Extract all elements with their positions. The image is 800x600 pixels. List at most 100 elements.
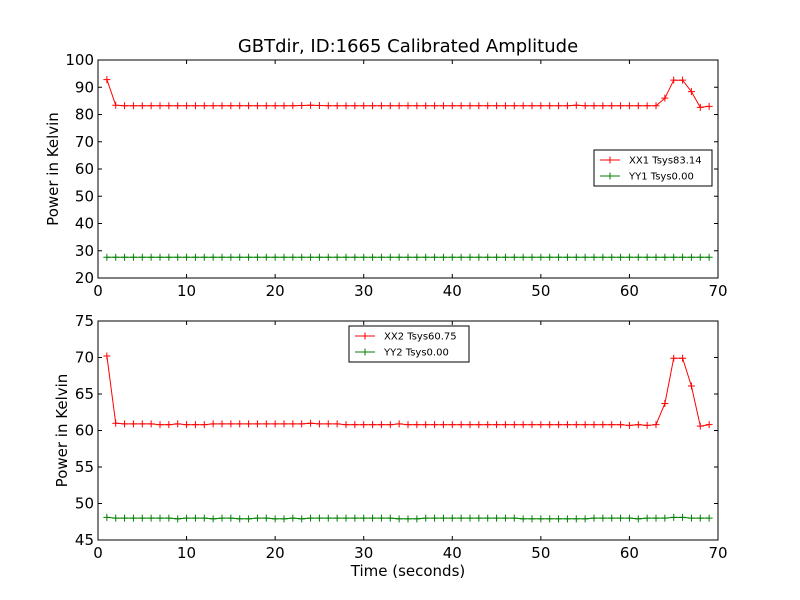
data-point (200, 102, 208, 110)
data-point (484, 102, 492, 110)
data-point (572, 515, 580, 523)
x-tick-label: 30 (354, 282, 373, 300)
data-point (590, 253, 598, 261)
y-tick-label: 70 (75, 133, 94, 151)
legend-label: XX1 Tsys83.14 (629, 156, 702, 167)
data-point (705, 253, 713, 261)
data-point (439, 514, 447, 522)
data-point (342, 514, 350, 522)
data-point (501, 253, 509, 261)
data-point (687, 514, 695, 522)
data-point (280, 253, 288, 261)
data-point (386, 102, 394, 110)
data-point (333, 514, 341, 522)
data-point (501, 514, 509, 522)
data-point (413, 515, 421, 523)
data-point (342, 421, 350, 429)
data-point (121, 253, 129, 261)
data-point (351, 253, 359, 261)
data-point (129, 102, 137, 110)
data-point (236, 253, 244, 261)
data-point (369, 421, 377, 429)
data-point (236, 420, 244, 428)
data-point (324, 102, 332, 110)
data-point (369, 253, 377, 261)
data-point (183, 253, 191, 261)
data-point (324, 514, 332, 522)
data-point (484, 421, 492, 429)
data-point (156, 421, 164, 429)
data-point (563, 102, 571, 110)
data-point (519, 253, 527, 261)
data-point (209, 102, 217, 110)
data-point (271, 420, 279, 428)
data-point (643, 421, 651, 429)
y-tick-label: 80 (75, 106, 94, 124)
data-point (112, 101, 120, 109)
data-point (652, 253, 660, 261)
data-point (377, 421, 385, 429)
data-point (608, 421, 616, 429)
data-point (209, 253, 217, 261)
data-point (510, 102, 518, 110)
data-point (590, 102, 598, 110)
data-point (431, 253, 439, 261)
data-point (439, 102, 447, 110)
data-point (537, 421, 545, 429)
data-point (369, 102, 377, 110)
x-tick-label: 70 (708, 282, 727, 300)
y-tick-label: 100 (65, 51, 94, 69)
legend: XX1 Tsys83.14 YY1 Tsys0.00 (593, 149, 713, 187)
data-point (351, 102, 359, 110)
data-point (342, 253, 350, 261)
data-point (174, 420, 182, 428)
data-point (625, 253, 633, 261)
data-point (448, 102, 456, 110)
data-point (227, 102, 235, 110)
data-point (625, 421, 633, 429)
data-point (200, 514, 208, 522)
data-point (696, 422, 704, 430)
y-tick-label: 55 (75, 458, 94, 476)
x-tick-label: 0 (93, 282, 103, 300)
data-point (191, 102, 199, 110)
data-point (475, 253, 483, 261)
data-point (528, 253, 536, 261)
data-point (271, 253, 279, 261)
y-tick-label: 70 (75, 349, 94, 367)
y-axis-label: Power in Kelvin (53, 374, 71, 488)
data-point (129, 514, 137, 522)
data-point (581, 253, 589, 261)
data-point (271, 102, 279, 110)
data-point (333, 420, 341, 428)
data-point (439, 253, 447, 261)
data-point (625, 102, 633, 110)
data-point (404, 102, 412, 110)
data-point (705, 514, 713, 522)
data-point (546, 253, 554, 261)
data-point (165, 102, 173, 110)
x-tick-label: 10 (177, 544, 196, 562)
data-point (307, 514, 315, 522)
x-tick-label: 60 (620, 282, 639, 300)
data-point (103, 76, 111, 84)
data-point (431, 514, 439, 522)
data-point (386, 514, 394, 522)
data-point (670, 513, 678, 521)
data-point (643, 253, 651, 261)
data-point (289, 420, 297, 428)
y-tick-label: 40 (75, 215, 94, 233)
data-point (360, 102, 368, 110)
data-point (679, 253, 687, 261)
data-point (599, 253, 607, 261)
y-tick-label: 50 (75, 495, 94, 513)
data-point (466, 253, 474, 261)
data-point (183, 102, 191, 110)
data-point (218, 253, 226, 261)
data-point (121, 102, 129, 110)
data-point (705, 421, 713, 429)
legend: XX2 Tsys60.75 YY2 Tsys0.00 (348, 325, 470, 363)
legend-label: YY1 Tsys0.00 (628, 172, 694, 183)
data-point (307, 419, 315, 427)
data-point (253, 514, 261, 522)
